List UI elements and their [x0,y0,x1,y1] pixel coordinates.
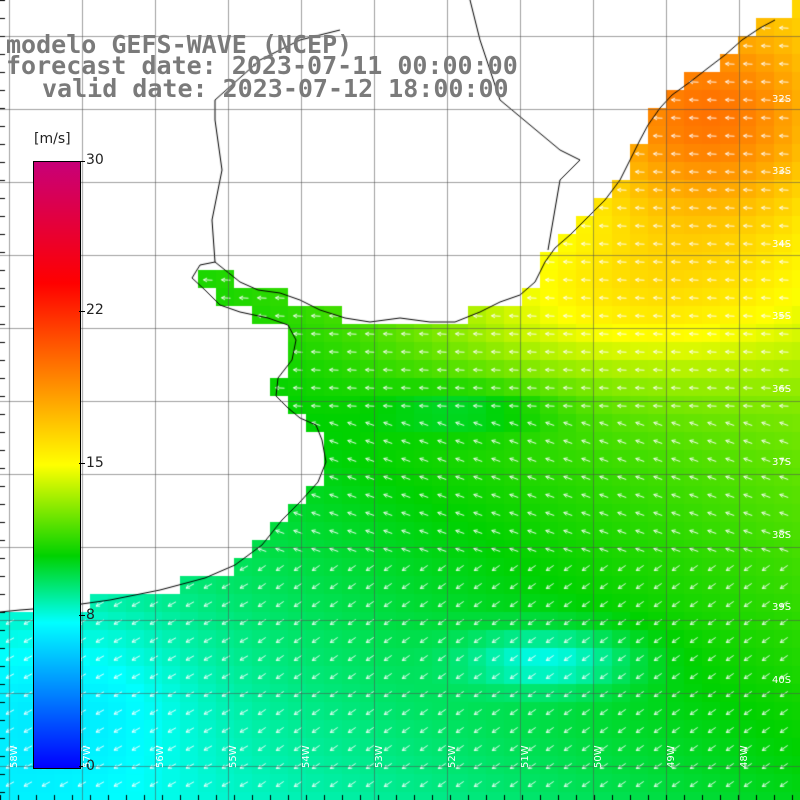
colorbar-tick-label: 0 [86,758,95,774]
lon-label: 52W [447,745,458,768]
lat-label: 40S [772,675,792,686]
colorbar-unit: [m/s] [34,131,71,147]
colorbar-tick-label: 8 [86,607,95,623]
lon-label: 49W [666,745,677,768]
model-title: modelo GEFS-WAVE (NCEP) [6,30,353,59]
colorbar-tickmark [79,766,85,767]
lat-label: 32S [772,94,792,105]
colorbar-tickmark [79,615,85,616]
colorbar-tick-label: 22 [86,302,104,318]
valid-date: valid date: 2023-07-12 18:00:00 [42,74,509,103]
lat-label: 34S [772,239,792,250]
lon-label: 51W [520,745,531,768]
lon-label: 53W [374,745,385,768]
colorbar-tickmark [79,311,85,312]
lat-label: 35S [772,311,792,322]
colorbar-tick-label: 30 [86,152,104,168]
colorbar-tickmark [79,161,85,162]
colorbar-tickmark [79,463,85,464]
lat-label: 38S [772,530,792,541]
lat-label: 36S [772,384,792,395]
lon-label: 48W [739,745,750,768]
lon-label: 54W [301,745,312,768]
lon-label: 58W [9,745,20,768]
lon-label: 50W [593,745,604,768]
lon-label: 57W [82,745,93,768]
colorbar-gradient [33,161,81,769]
colorbar-tick-label: 15 [86,455,104,471]
lon-label: 56W [155,745,166,768]
lat-label: 37S [772,457,792,468]
lat-label: 39S [772,602,792,613]
lon-label: 55W [228,745,239,768]
lat-label: 33S [772,166,792,177]
forecast-date: forecast date: 2023-07-11 00:00:00 [6,51,518,80]
